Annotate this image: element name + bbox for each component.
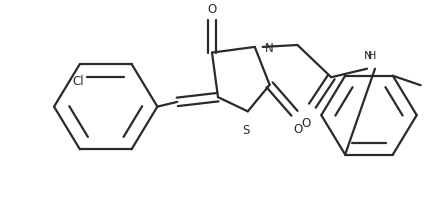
Text: O: O bbox=[207, 3, 217, 16]
Text: O: O bbox=[302, 117, 311, 130]
Text: Cl: Cl bbox=[72, 75, 84, 88]
Text: O: O bbox=[294, 123, 303, 136]
Text: N: N bbox=[364, 51, 372, 61]
Text: H: H bbox=[368, 51, 376, 61]
Text: N: N bbox=[265, 42, 273, 55]
Text: S: S bbox=[242, 124, 249, 137]
